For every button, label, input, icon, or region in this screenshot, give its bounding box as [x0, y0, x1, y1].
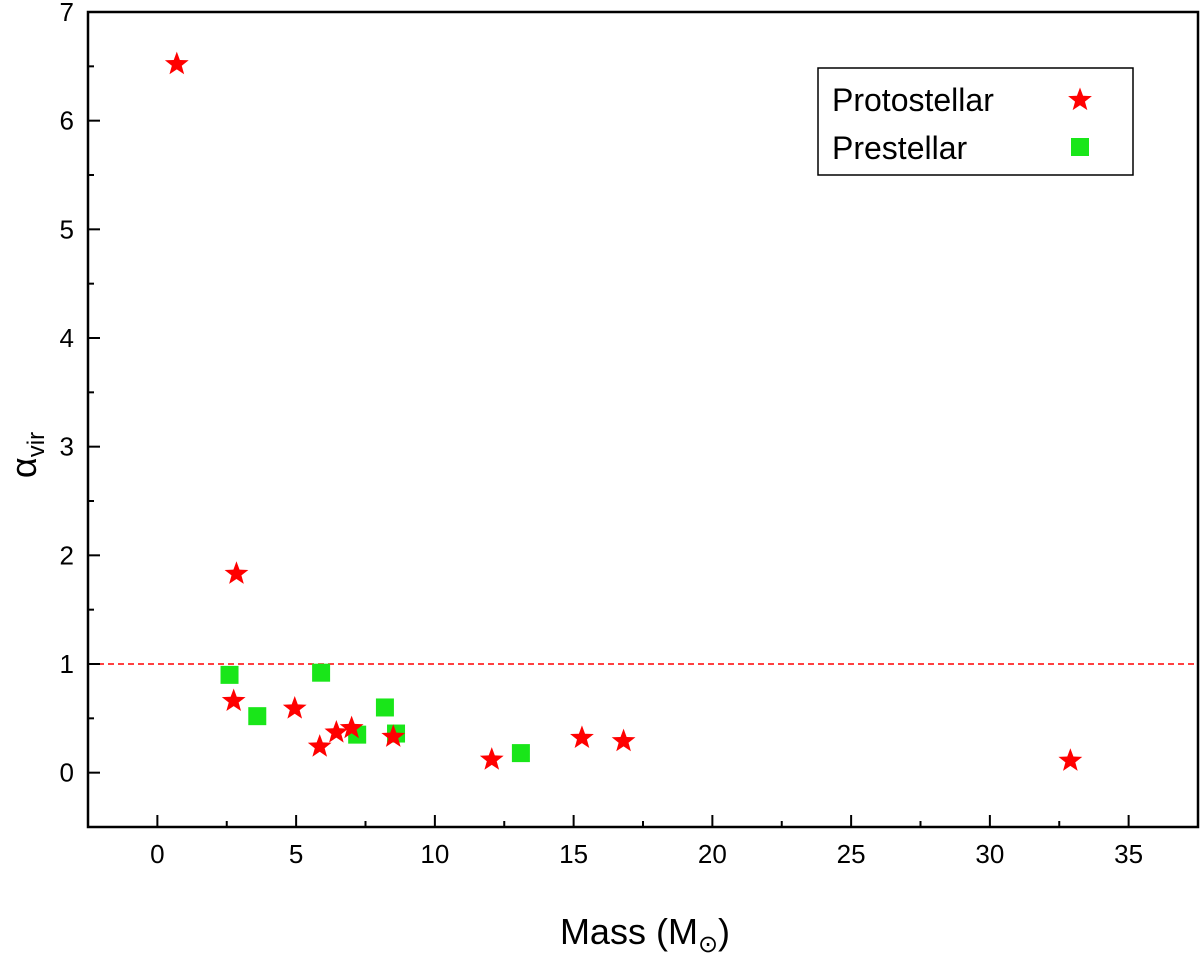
- x-tick-label: 25: [837, 839, 866, 869]
- protostellar-point: [221, 688, 246, 712]
- protostellar-point: [307, 734, 332, 757]
- protostellar-point: [381, 724, 406, 747]
- y-tick-label: 6: [60, 106, 74, 136]
- x-tick-label: 15: [559, 839, 588, 869]
- prestellar-point: [312, 663, 331, 682]
- protostellar-point: [1058, 748, 1083, 771]
- prestellar-point: [375, 698, 394, 717]
- y-tick-label: 5: [60, 214, 74, 244]
- x-tick-label: 20: [698, 839, 727, 869]
- y-tick-label: 7: [60, 0, 74, 27]
- protostellar-point: [479, 747, 504, 770]
- prestellar-point: [248, 707, 267, 726]
- protostellar-point: [339, 715, 364, 739]
- x-tick-label: 5: [289, 839, 303, 869]
- y-tick-label: 1: [60, 649, 74, 679]
- x-axis-title: Mass (M⊙): [560, 911, 730, 957]
- x-tick-label: 30: [975, 839, 1004, 869]
- prestellar-point: [220, 665, 239, 684]
- x-tick-label: 0: [150, 839, 164, 869]
- x-tick-label: 35: [1114, 839, 1143, 869]
- legend-marker-protostellar: [1068, 87, 1092, 111]
- legend: Protostellar Prestellar: [817, 67, 1134, 176]
- y-axis-title: αvir: [3, 432, 50, 478]
- x-axis-ticks: 0 5 10 15 20 25 30 35: [87, 815, 1199, 869]
- y-axis-title-subscript: vir: [23, 432, 50, 457]
- y-axis-ticks: 0 1 2 3 4 5 6 7: [60, 0, 100, 828]
- x-axis-title-subscript: ⊙: [698, 931, 718, 957]
- protostellar-point: [164, 51, 189, 75]
- legend-marker-prestellar: [1071, 138, 1089, 156]
- legend-label-protostellar: Protostellar: [832, 82, 994, 118]
- y-tick-label: 0: [60, 758, 74, 788]
- x-tick-label: 10: [420, 839, 449, 869]
- y-tick-label: 4: [60, 323, 74, 353]
- legend-label-prestellar: Prestellar: [832, 130, 968, 166]
- prestellar-point: [511, 744, 530, 763]
- protostellar-point: [570, 725, 594, 749]
- y-tick-label: 3: [60, 432, 74, 462]
- legend-box: [817, 67, 1134, 176]
- protostellar-point: [324, 719, 349, 743]
- data-markers: [164, 51, 1083, 771]
- protostellar-point: [282, 696, 307, 719]
- y-tick-label: 2: [60, 540, 74, 570]
- protostellar-point: [611, 728, 636, 752]
- protostellar-point: [224, 561, 249, 584]
